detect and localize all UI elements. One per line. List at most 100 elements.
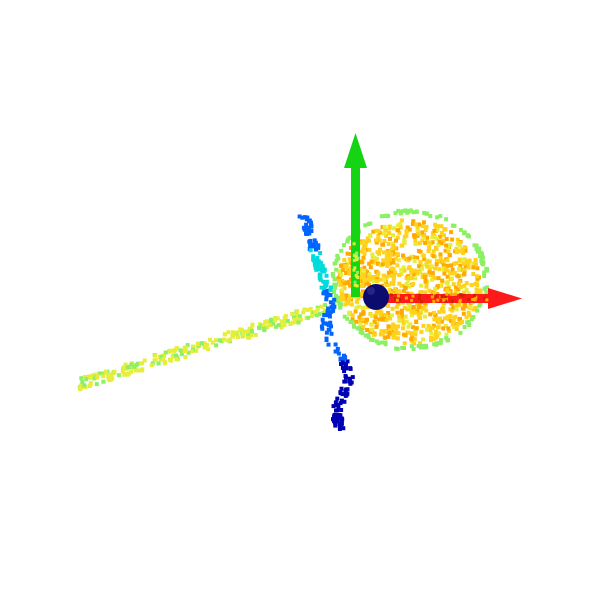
point	[373, 332, 377, 336]
point	[344, 375, 348, 379]
point	[309, 248, 313, 252]
point	[331, 302, 335, 306]
point	[437, 310, 441, 314]
point	[369, 338, 373, 342]
point	[396, 299, 399, 302]
point	[396, 228, 400, 232]
point	[328, 288, 332, 292]
point	[380, 243, 384, 247]
point	[110, 377, 114, 381]
point	[377, 341, 381, 345]
point	[367, 248, 371, 252]
point	[88, 384, 92, 388]
point	[433, 267, 437, 271]
point	[251, 323, 255, 327]
point	[333, 413, 337, 417]
point	[377, 252, 381, 256]
point	[441, 259, 445, 263]
point	[320, 305, 324, 309]
point	[254, 333, 258, 337]
point	[164, 351, 168, 355]
point	[483, 287, 487, 291]
point	[343, 315, 347, 319]
point	[375, 311, 379, 315]
point	[309, 307, 313, 311]
point	[385, 259, 389, 263]
point	[401, 326, 405, 330]
point	[351, 375, 355, 379]
point	[340, 399, 344, 403]
point	[309, 229, 313, 233]
point	[355, 299, 359, 303]
point	[246, 336, 250, 340]
point	[391, 233, 395, 237]
point	[338, 302, 342, 306]
point	[397, 282, 401, 286]
point	[376, 271, 380, 275]
point	[357, 326, 361, 330]
point	[313, 238, 317, 242]
point	[458, 244, 462, 248]
point	[250, 329, 254, 333]
point	[348, 382, 352, 386]
point	[424, 280, 428, 284]
point	[231, 330, 235, 334]
point	[284, 314, 288, 318]
point	[427, 249, 431, 253]
point	[365, 328, 369, 332]
point	[338, 306, 342, 310]
point	[423, 315, 427, 319]
point	[462, 272, 466, 276]
point	[297, 321, 301, 325]
point	[390, 294, 393, 297]
point	[433, 235, 437, 239]
point	[313, 310, 317, 314]
point	[474, 298, 477, 301]
point	[428, 312, 432, 316]
point	[471, 265, 475, 269]
point	[388, 331, 392, 335]
point	[334, 409, 338, 413]
point	[405, 297, 408, 300]
point	[340, 387, 344, 391]
point	[451, 322, 455, 326]
point	[95, 382, 99, 386]
point	[437, 267, 441, 271]
point	[381, 332, 385, 336]
point	[236, 335, 240, 339]
point	[174, 354, 178, 358]
point	[419, 311, 423, 315]
point	[442, 233, 446, 237]
point	[465, 315, 469, 319]
point	[101, 374, 105, 378]
point	[214, 338, 218, 342]
point	[325, 331, 329, 335]
point	[432, 254, 436, 258]
point	[457, 267, 461, 271]
point	[404, 230, 408, 234]
point	[480, 261, 484, 265]
point	[380, 214, 384, 218]
point	[425, 225, 429, 229]
point	[357, 305, 361, 309]
point	[295, 309, 299, 313]
point	[354, 281, 357, 284]
point	[403, 341, 407, 345]
point	[362, 269, 366, 273]
point	[425, 328, 429, 332]
point	[437, 276, 441, 280]
point	[390, 313, 394, 317]
point	[384, 341, 388, 345]
point	[385, 264, 389, 268]
point	[332, 298, 336, 302]
point	[316, 246, 320, 250]
point	[324, 292, 328, 296]
point	[475, 274, 479, 278]
point	[440, 295, 443, 298]
point	[399, 268, 403, 272]
coordinate-axes	[344, 133, 522, 309]
point	[433, 287, 437, 291]
point	[475, 266, 479, 270]
